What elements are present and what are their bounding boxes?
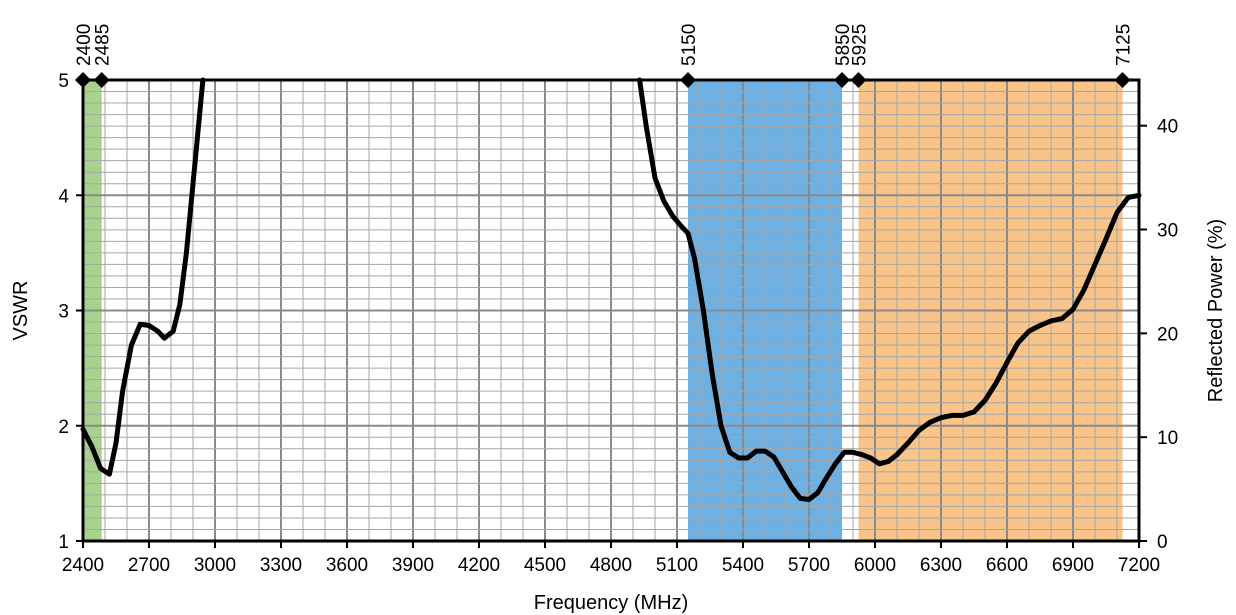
y2-axis-tick-labels: 0 10 20 30 40 <box>1139 117 1178 553</box>
x-tick-label: 5700 <box>788 555 830 576</box>
x-tick-label: 4800 <box>590 555 632 576</box>
y-tick-label: 5 <box>58 71 69 92</box>
x-tick-label: 4200 <box>458 555 500 576</box>
vswr-curve-segment-1 <box>80 77 206 477</box>
y2-tick-label: 40 <box>1157 117 1178 138</box>
x-tick-label: 5100 <box>656 555 698 576</box>
x-tick-label: 5400 <box>722 555 764 576</box>
band-marker-label: 5150 <box>679 24 700 66</box>
x-tick-label: 3900 <box>392 555 434 576</box>
y2-axis-title: Reflected Power (%) <box>1205 219 1227 402</box>
y2-tick-label: 20 <box>1157 324 1178 345</box>
x-tick-label: 4500 <box>524 555 566 576</box>
band-marker-diamond <box>850 72 867 88</box>
y2-tick-label: 0 <box>1157 532 1168 553</box>
x-tick-label: 6600 <box>986 555 1028 576</box>
y2-tick-label: 10 <box>1157 428 1178 449</box>
x-tick-label: 6300 <box>920 555 962 576</box>
band-marker-label: 7125 <box>1114 24 1135 66</box>
y-tick-label: 1 <box>58 532 69 553</box>
y2-tick-label: 30 <box>1157 221 1178 242</box>
x-tick-label: 6900 <box>1052 555 1094 576</box>
x-axis-title: Frequency (MHz) <box>534 592 688 614</box>
band-marker-label: 2485 <box>93 24 114 66</box>
band-marker-diamond <box>834 72 850 88</box>
x-tick-label: 3000 <box>194 555 236 576</box>
x-tick-label: 2400 <box>62 555 104 576</box>
x-tick-label: 6000 <box>854 555 896 576</box>
x-tick-label: 7200 <box>1118 555 1160 576</box>
vswr-curve-segment-2 <box>637 77 1142 502</box>
band-marker-label: 2400 <box>74 24 95 66</box>
y-axis-tick-labels: 1 2 3 4 5 <box>58 71 83 553</box>
x-axis-tick-labels: 2400 2700 3000 3300 3600 3900 4200 4500 4800 5100… <box>62 541 1160 576</box>
y-tick-label: 2 <box>58 417 69 438</box>
band-marker-diamond <box>1114 72 1131 88</box>
y-axis-title: VSWR <box>10 281 32 341</box>
x-tick-label: 3300 <box>260 555 302 576</box>
y-tick-label: 4 <box>58 186 69 207</box>
x-tick-label: 2700 <box>128 555 170 576</box>
chart-grid <box>83 80 1139 541</box>
x-tick-label: 3600 <box>326 555 368 576</box>
y-tick-label: 3 <box>58 302 69 323</box>
band-marker-diamond <box>680 72 696 88</box>
band-marker-diamond <box>93 72 110 88</box>
band-marker-label: 5850 <box>833 24 854 66</box>
band-marker-label: 5925 <box>850 24 871 66</box>
vswr-curve <box>80 77 1142 502</box>
